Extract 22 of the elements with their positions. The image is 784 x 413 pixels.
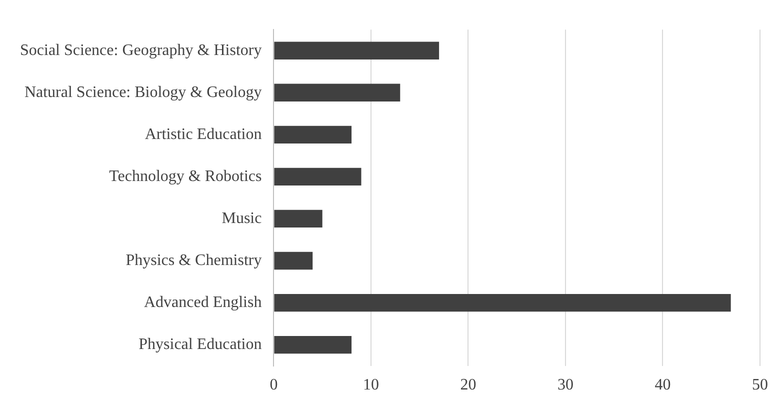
bar xyxy=(274,168,362,186)
x-tick-label: 50 xyxy=(752,376,768,394)
x-tick-label: 10 xyxy=(362,376,379,394)
bar xyxy=(274,42,440,60)
y-tick-label: Music xyxy=(222,210,262,227)
bar xyxy=(274,210,322,228)
y-tick-label: Advanced English xyxy=(144,294,262,311)
bar xyxy=(274,294,731,312)
y-tick-label: Physics & Chemistry xyxy=(126,252,262,269)
x-tick-label: 30 xyxy=(557,376,574,394)
bar xyxy=(274,84,400,102)
y-tick-label: Physical Education xyxy=(138,336,262,353)
y-tick-label: Social Science: Geography & History xyxy=(20,42,262,59)
y-tick-label: Technology & Robotics xyxy=(109,168,262,185)
x-tick-label: 20 xyxy=(460,376,476,394)
y-tick-label: Artistic Education xyxy=(144,126,262,143)
x-tick-label: 40 xyxy=(654,376,671,394)
y-tick-label: Natural Science: Biology & Geology xyxy=(24,84,262,101)
bar xyxy=(274,336,352,354)
bar xyxy=(274,252,313,270)
x-tick-label: 0 xyxy=(270,376,278,394)
bar xyxy=(274,126,352,144)
